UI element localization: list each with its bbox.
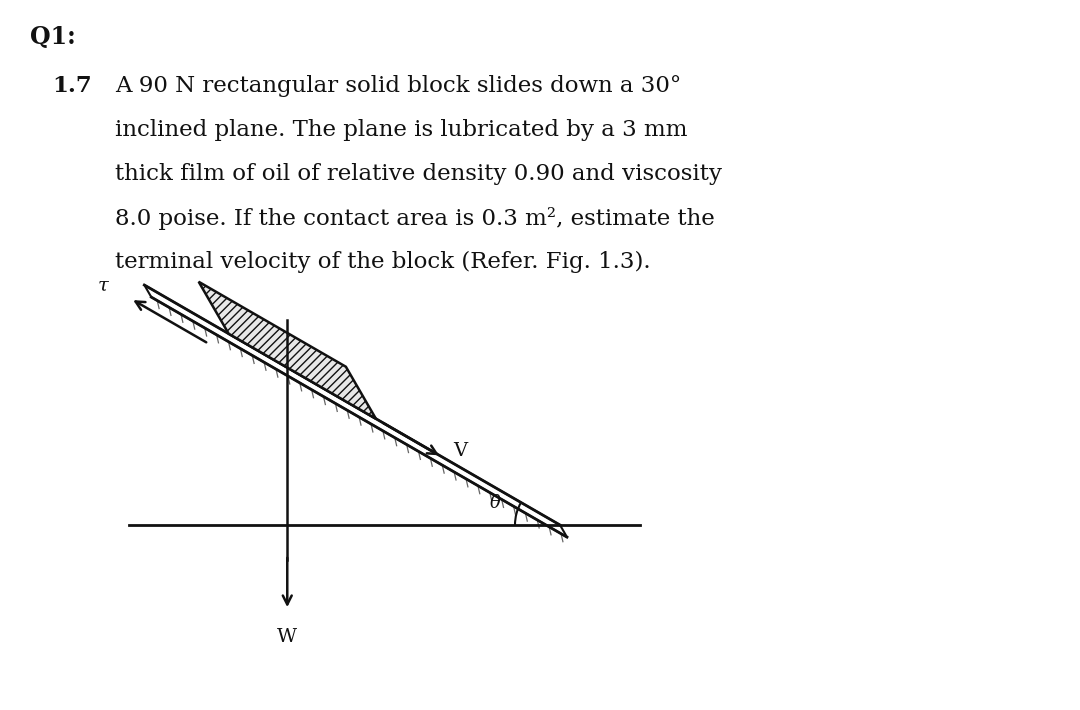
Text: thick film of oil of relative density 0.90 and viscosity: thick film of oil of relative density 0.…: [114, 163, 723, 185]
Polygon shape: [145, 285, 567, 537]
Text: A 90 N rectangular solid block slides down a 30°: A 90 N rectangular solid block slides do…: [114, 75, 681, 97]
Text: W: W: [278, 628, 297, 646]
Text: Q1:: Q1:: [30, 25, 76, 49]
Text: inclined plane. The plane is lubricated by a 3 mm: inclined plane. The plane is lubricated …: [114, 119, 688, 141]
Text: θ: θ: [489, 493, 500, 512]
Text: V: V: [454, 442, 468, 459]
Text: τ: τ: [98, 277, 109, 295]
Polygon shape: [199, 282, 376, 419]
Text: terminal velocity of the block (Refer. Fig. 1.3).: terminal velocity of the block (Refer. F…: [114, 251, 650, 273]
Text: 1.7: 1.7: [52, 75, 92, 97]
Text: 8.0 poise. If the contact area is 0.3 m², estimate the: 8.0 poise. If the contact area is 0.3 m²…: [114, 207, 715, 230]
